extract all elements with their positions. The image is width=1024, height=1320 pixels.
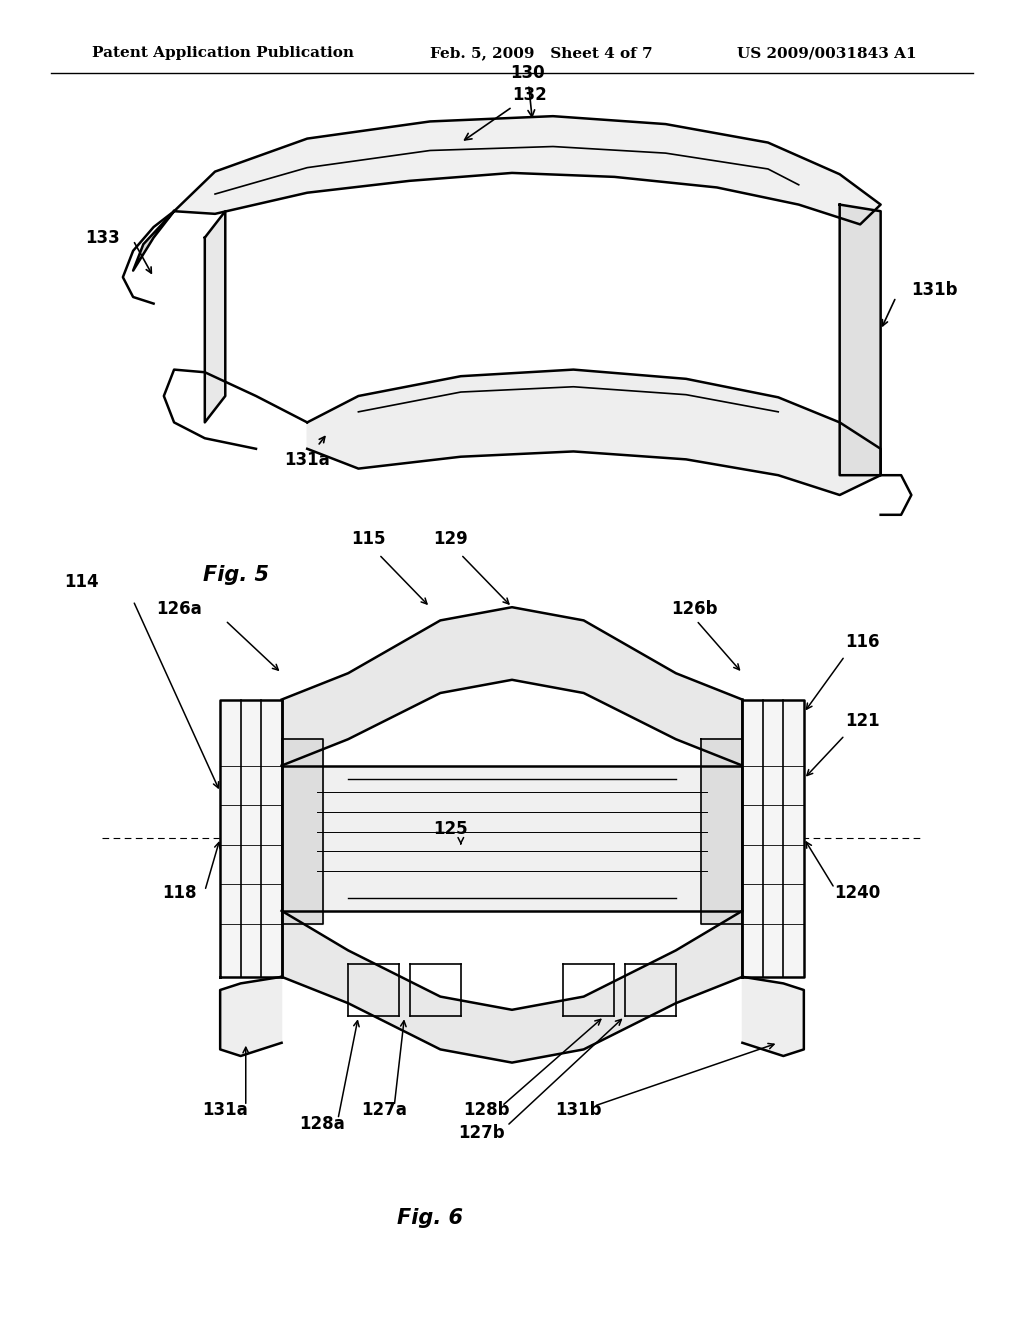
Text: Fig. 5: Fig. 5 — [203, 565, 268, 585]
Text: 1240: 1240 — [835, 883, 881, 902]
Polygon shape — [220, 977, 282, 1056]
Polygon shape — [742, 700, 804, 977]
Text: 127b: 127b — [458, 1123, 505, 1142]
Text: 115: 115 — [351, 529, 386, 548]
Text: US 2009/0031843 A1: US 2009/0031843 A1 — [737, 46, 916, 61]
Text: 131b: 131b — [555, 1101, 602, 1119]
Polygon shape — [307, 370, 881, 495]
Text: 116: 116 — [845, 632, 880, 651]
Text: 126a: 126a — [157, 599, 202, 618]
Polygon shape — [133, 211, 174, 271]
Text: 128b: 128b — [463, 1101, 510, 1119]
Polygon shape — [840, 205, 881, 475]
Text: Patent Application Publication: Patent Application Publication — [92, 46, 354, 61]
Text: 121: 121 — [845, 711, 880, 730]
Text: 131b: 131b — [911, 281, 957, 300]
Text: 118: 118 — [162, 883, 197, 902]
Text: 131a: 131a — [285, 451, 330, 470]
Polygon shape — [701, 739, 742, 924]
Text: Fig. 6: Fig. 6 — [397, 1208, 463, 1228]
Polygon shape — [282, 607, 742, 766]
Text: 128a: 128a — [300, 1114, 345, 1133]
Text: 126b: 126b — [671, 599, 717, 618]
Polygon shape — [205, 211, 225, 422]
Polygon shape — [282, 911, 742, 1063]
Text: 130: 130 — [510, 63, 545, 117]
Polygon shape — [282, 766, 742, 911]
Text: 132: 132 — [465, 86, 547, 140]
Text: 131a: 131a — [203, 1101, 248, 1119]
Polygon shape — [742, 977, 804, 1056]
Polygon shape — [174, 116, 881, 224]
Text: 114: 114 — [65, 573, 99, 591]
Text: 127a: 127a — [361, 1101, 407, 1119]
Polygon shape — [282, 739, 323, 924]
Polygon shape — [220, 700, 282, 977]
Text: 133: 133 — [85, 228, 120, 247]
Text: 125: 125 — [433, 820, 468, 838]
Text: 129: 129 — [433, 529, 468, 548]
Text: Feb. 5, 2009   Sheet 4 of 7: Feb. 5, 2009 Sheet 4 of 7 — [430, 46, 652, 61]
